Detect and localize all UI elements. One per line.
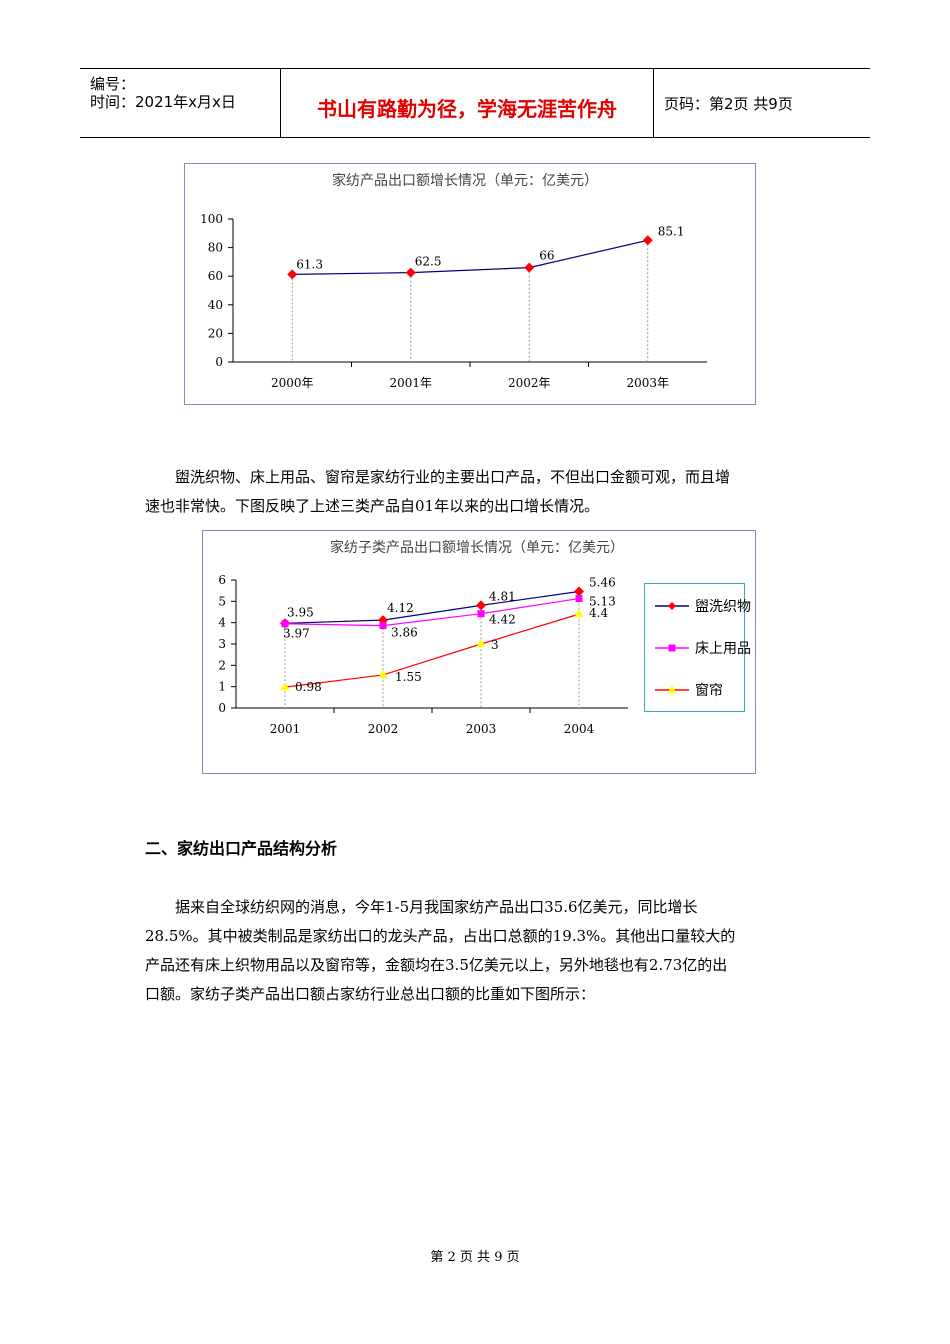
data-point [476, 600, 486, 611]
y-tick-label: 0 [218, 701, 226, 715]
data-label: 3.97 [283, 626, 310, 640]
y-tick-label: 60 [208, 269, 223, 283]
y-tick-label: 0 [215, 355, 223, 369]
data-point [574, 609, 584, 618]
data-point [477, 610, 485, 618]
data-label: 4.12 [387, 601, 414, 615]
y-tick-label: 80 [208, 241, 223, 255]
paragraph-2-line: 产品还有床上织物用品以及窗帘等，金额均在3.5亿美元以上，另外地毯也有2.73亿… [145, 956, 728, 974]
y-tick-label: 3 [218, 637, 226, 651]
data-label: 4.81 [489, 589, 516, 603]
paragraph-2: 据来自全球纺织网的消息，今年1-5月我国家纺产品出口35.6亿美元，同比增长 2… [145, 893, 805, 1009]
data-label: 62.5 [415, 255, 442, 269]
data-point [287, 269, 298, 280]
chart-title: 家纺产品出口额增长情况（单元：亿美元） [332, 172, 598, 189]
x-tick-label: 2003年 [626, 376, 669, 390]
legend-marker-towels [655, 602, 689, 610]
data-point [405, 267, 416, 278]
header-page-cell: 页码：第2页 共9页 [654, 69, 870, 137]
y-tick-label: 40 [208, 298, 223, 312]
x-tick-label: 2002 [368, 722, 399, 736]
data-label: 85.1 [658, 224, 685, 238]
x-tick-label: 2001年 [389, 376, 432, 390]
data-label: 61.3 [296, 257, 323, 271]
y-tick-label: 5 [218, 594, 226, 608]
document-date-label: 时间：2021年x月x日 [90, 93, 236, 111]
data-point [378, 615, 388, 626]
header-info-cell: 编号： 时间：2021年x月x日 [80, 69, 281, 137]
data-point [574, 586, 584, 597]
series-line [284, 613, 580, 688]
series-line [292, 239, 648, 275]
series-line [284, 597, 580, 627]
section-heading: 二、家纺出口产品结构分析 [145, 839, 338, 858]
subcategory-growth-chart-svg: 家纺子类产品出口额增长情况（单元：亿美元） 0 1 2 3 4 5 6 2001 2002 2003… [218, 539, 628, 736]
data-label: 1.55 [395, 670, 422, 684]
y-tick-label: 20 [208, 326, 223, 340]
chart-title: 家纺子类产品出口额增长情况（单元：亿美元） [330, 539, 624, 556]
page-footer: 第 2 页 共 9 页 [430, 1250, 520, 1265]
data-point [476, 639, 486, 647]
y-tick-label: 4 [218, 616, 226, 630]
chart-legend: 盥洗织物 床上用品 窗帘 [644, 583, 751, 712]
data-point [642, 235, 653, 246]
paragraph-2-line: 28.5%。其中被类制品是家纺出口的龙头产品，占出口总额的19.3%。其他出口量… [145, 927, 736, 945]
data-label: 5.13 [589, 595, 616, 609]
paragraph-2-line: 口额。家纺子类产品出口额占家纺行业总出口额的比重如下图所示： [145, 985, 596, 1003]
x-tick-label: 2004 [564, 722, 595, 736]
legend-label: 床上用品 [695, 641, 751, 657]
header-motto-cell: 书山有路勤为径，学海无涯苦作舟 [281, 69, 654, 137]
header-page-label: 页码：第2页 共9页 [664, 95, 793, 113]
y-tick-label: 2 [218, 658, 226, 672]
data-point [280, 682, 290, 691]
x-tick-label: 2002年 [508, 376, 551, 390]
page-header: 编号： 时间：2021年x月x日 书山有路勤为径，学海无涯苦作舟 页码：第2页 … [80, 68, 870, 138]
data-point [575, 595, 583, 603]
export-growth-chart: 家纺产品出口额增长情况（单元：亿美元） 0 20 40 60 80 100 2000年 2001… [184, 163, 756, 405]
document-code-label: 编号： [90, 75, 136, 93]
legend-marker-curtains [655, 685, 689, 693]
y-tick-label: 6 [218, 573, 226, 587]
data-point [379, 622, 387, 630]
data-label: 4.4 [589, 606, 608, 620]
data-label: 5.46 [589, 576, 616, 590]
paragraph-1: 盥洗织物、床上用品、窗帘是家纺行业的主要出口产品，不但出口金额可观，而且增 速也… [145, 463, 805, 521]
data-label: 66 [539, 249, 554, 263]
data-point [378, 669, 388, 678]
export-growth-chart-svg: 家纺产品出口额增长情况（单元：亿美元） 0 20 40 60 80 100 2000年 2001… [200, 172, 707, 390]
subcategory-growth-chart: 家纺子类产品出口额增长情况（单元：亿美元） 0 1 2 3 4 5 6 2001 2002 2003… [202, 530, 756, 774]
paragraph-2-line: 据来自全球纺织网的消息，今年1-5月我国家纺产品出口35.6亿美元，同比增长 [175, 898, 698, 916]
data-point [524, 262, 535, 273]
y-tick-label: 1 [218, 680, 226, 694]
paragraph-1-line: 盥洗织物、床上用品、窗帘是家纺行业的主要出口产品，不但出口金额可观，而且增 [175, 468, 731, 486]
data-label: 3.95 [287, 606, 314, 620]
data-label: 0.98 [295, 680, 322, 694]
legend-label: 窗帘 [695, 683, 723, 699]
paragraph-1-line: 速也非常快。下图反映了上述三类产品自01年以来的出口增长情况。 [145, 497, 600, 515]
data-label: 3.86 [391, 626, 418, 640]
x-tick-label: 2000年 [271, 376, 314, 390]
header-motto: 书山有路勤为径，学海无涯苦作舟 [317, 97, 617, 121]
series-line [284, 590, 580, 624]
x-tick-label: 2003 [466, 722, 497, 736]
x-tick-label: 2001 [270, 722, 301, 736]
data-label: 4.42 [489, 613, 516, 627]
data-point [281, 620, 289, 628]
data-label: 3 [491, 638, 499, 652]
legend-marker-bedding [655, 644, 689, 652]
legend-label: 盥洗织物 [695, 599, 751, 615]
y-tick-label: 100 [200, 212, 223, 226]
